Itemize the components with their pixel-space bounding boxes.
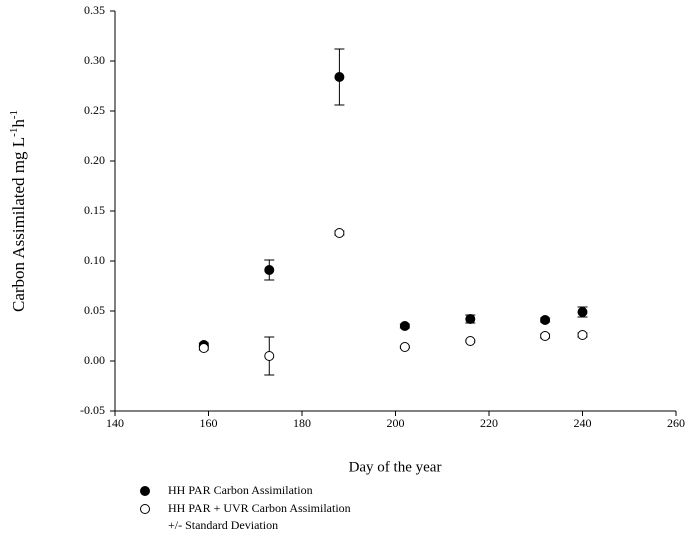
x-tick-label: 160 xyxy=(200,416,218,430)
y-tick-label: 0.25 xyxy=(84,103,105,117)
y-axis-label: Carbon Assimilated mg L-1h-1 xyxy=(8,110,28,312)
data-point xyxy=(540,315,551,325)
y-label-part: -1 xyxy=(8,128,20,137)
y-tick-label: 0.00 xyxy=(84,353,105,367)
y-label-part: h xyxy=(9,119,28,128)
legend-label: HH PAR + UVR Carbon Assimilation xyxy=(168,501,351,515)
data-point xyxy=(399,342,410,352)
data-point xyxy=(264,265,275,275)
data-point xyxy=(264,351,275,361)
y-tick-label: 0.20 xyxy=(84,153,105,167)
data-point xyxy=(577,307,588,317)
data-point xyxy=(465,336,476,346)
data-point xyxy=(334,72,345,82)
data-point xyxy=(198,343,209,353)
legend-label: HH PAR Carbon Assimilation xyxy=(168,483,313,497)
data-point xyxy=(399,321,410,331)
data-point xyxy=(465,314,476,324)
x-axis-label: Day of the year xyxy=(349,459,442,475)
x-tick-label: 260 xyxy=(667,416,685,430)
x-tick-label: 140 xyxy=(106,416,124,430)
y-tick-label: 0.30 xyxy=(84,53,105,67)
y-tick-label: 0.05 xyxy=(84,303,105,317)
x-tick-label: 240 xyxy=(574,416,592,430)
legend-marker xyxy=(140,486,150,496)
legend-marker xyxy=(140,504,150,514)
x-tick-label: 180 xyxy=(293,416,311,430)
x-tick-label: 220 xyxy=(480,416,498,430)
y-tick-label: 0.15 xyxy=(84,203,105,217)
y-label-part: Carbon Assimilated mg L xyxy=(9,137,28,312)
y-tick-label: 0.10 xyxy=(84,253,105,267)
data-point xyxy=(334,228,345,238)
data-point xyxy=(540,331,551,341)
data-point xyxy=(577,330,588,340)
x-tick-label: 200 xyxy=(387,416,405,430)
y-label-part: -1 xyxy=(8,110,20,119)
legend-error-label: +/- Standard Deviation xyxy=(168,518,278,532)
y-tick-label: 0.35 xyxy=(84,3,105,17)
y-tick-label: -0.05 xyxy=(80,403,105,417)
